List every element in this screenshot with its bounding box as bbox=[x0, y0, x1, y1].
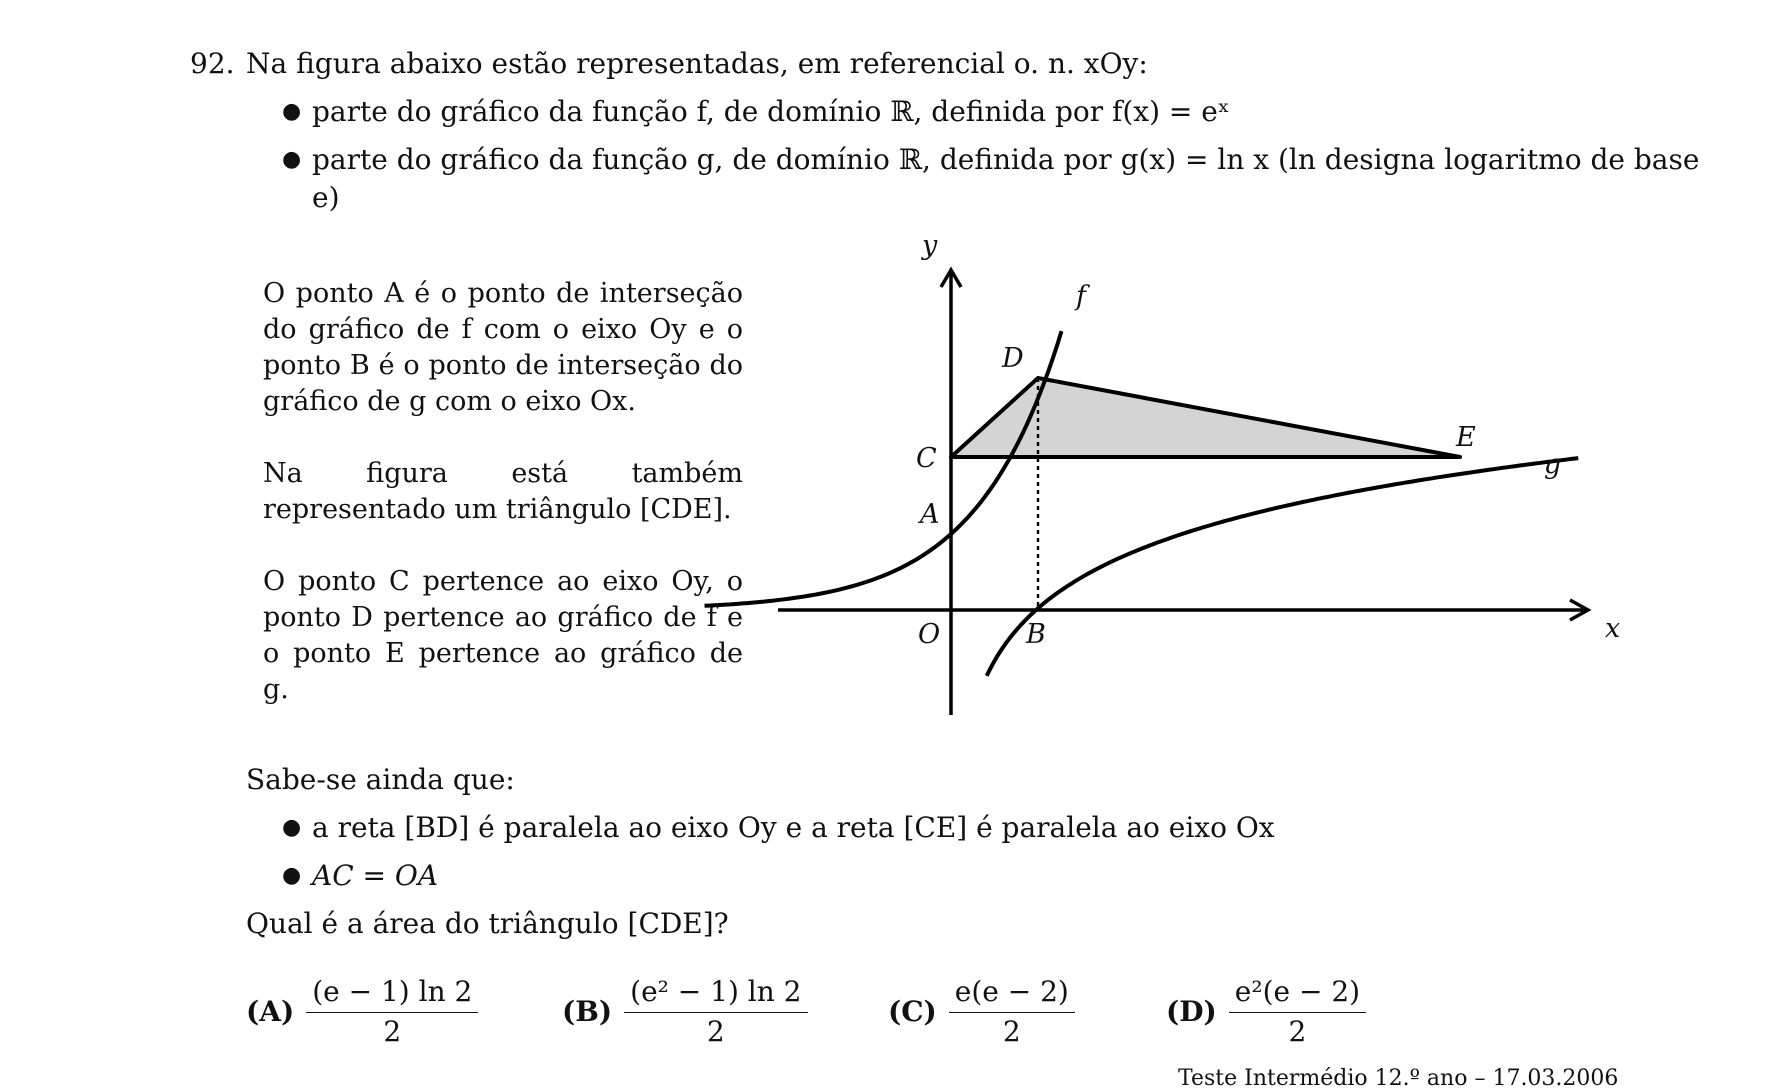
label-point-e: E bbox=[1455, 422, 1476, 453]
question-number: 92. bbox=[190, 47, 235, 80]
label-x-axis: x bbox=[1605, 613, 1620, 644]
option-d[interactable]: (D) e²(e − 2) 2 bbox=[1166, 975, 1367, 1048]
bullet-g-continued: e) bbox=[312, 181, 340, 214]
label-curve-f: f bbox=[1074, 281, 1090, 312]
label-point-o: O bbox=[918, 619, 940, 650]
bullet-f: parte do gráfico da função f, de domínio… bbox=[312, 95, 1230, 128]
option-label: (C) bbox=[888, 995, 937, 1028]
curve-g bbox=[984, 456, 1579, 677]
known-intro: Sabe-se ainda que: bbox=[246, 763, 515, 796]
paragraph-points-ab: O ponto A é o ponto de interseção do grá… bbox=[263, 278, 743, 417]
label-point-d: D bbox=[1001, 343, 1024, 374]
option-a[interactable]: (A) (e − 1) ln 2 2 bbox=[246, 975, 479, 1048]
question-intro: Na figura abaixo estão representadas, em… bbox=[246, 47, 1148, 80]
x-axis-arrow bbox=[1569, 598, 1592, 622]
label-y-axis: y bbox=[921, 230, 938, 261]
bullet-g: parte do gráfico da função g, de domínio… bbox=[312, 143, 1700, 176]
bullet-dot: ● bbox=[282, 863, 302, 888]
curve-f bbox=[704, 330, 1064, 608]
known-equal-segments: AC = OA bbox=[312, 859, 439, 892]
option-label: (A) bbox=[246, 995, 295, 1028]
option-label: (D) bbox=[1166, 995, 1217, 1028]
paragraph-points-cde: O ponto C pertence ao eixo Oy, o ponto D… bbox=[263, 566, 743, 705]
known-parallel: a reta [BD] é paralela ao eixo Oy e a re… bbox=[312, 811, 1275, 844]
y-axis-arrow bbox=[939, 266, 963, 288]
option-c[interactable]: (C) e(e − 2) 2 bbox=[888, 975, 1075, 1048]
option-label: (B) bbox=[562, 995, 613, 1028]
paragraph-triangle: Na figura está também representado um tr… bbox=[263, 458, 743, 525]
bullet-dot: ● bbox=[282, 147, 302, 172]
label-point-a: A bbox=[917, 499, 940, 530]
question-ask: Qual é a área do triângulo [CDE]? bbox=[246, 907, 729, 940]
label-point-c: C bbox=[916, 443, 937, 474]
option-fraction: (e − 1) ln 2 2 bbox=[306, 975, 479, 1048]
option-fraction: (e² − 1) ln 2 2 bbox=[624, 975, 808, 1048]
triangle-cde bbox=[949, 376, 1462, 459]
footer: Teste Intermédio 12.º ano – 17.03.2006 bbox=[1178, 1066, 1619, 1091]
bullet-dot: ● bbox=[282, 99, 302, 124]
label-point-b: B bbox=[1025, 619, 1046, 650]
option-fraction: e²(e − 2) 2 bbox=[1228, 975, 1367, 1048]
label-curve-g: g bbox=[1544, 449, 1561, 480]
option-fraction: e(e − 2) 2 bbox=[948, 975, 1075, 1048]
bullet-dot: ● bbox=[282, 815, 302, 840]
option-b[interactable]: (B) (e² − 1) ln 2 2 bbox=[562, 975, 808, 1048]
